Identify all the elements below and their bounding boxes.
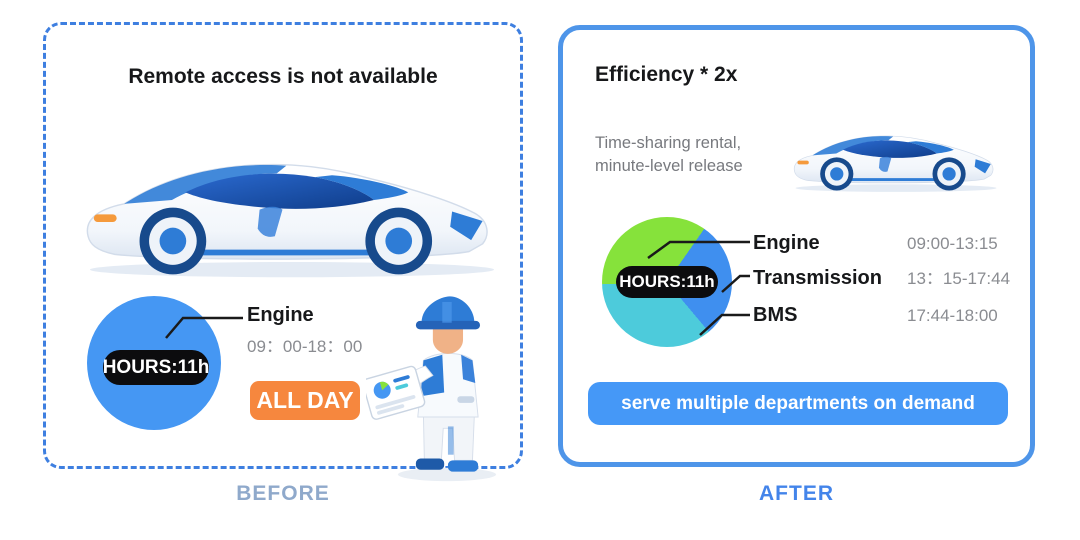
legend-engine-label: Engine bbox=[247, 304, 314, 326]
subtitle-line-1: Time-sharing rental, bbox=[595, 134, 742, 152]
after-title: Efficiency * 2x bbox=[595, 63, 738, 86]
before-caption: BEFORE bbox=[236, 482, 330, 505]
after-panel: Efficiency * 2x Time-sharing rental, min… bbox=[558, 25, 1035, 467]
technician-illustration bbox=[366, 296, 497, 482]
after-subtitle: Time-sharing rental, minute-level releas… bbox=[595, 132, 743, 178]
all-day-button[interactable]: ALL DAY bbox=[250, 381, 360, 420]
before-panel: Remote access is not available HOURS:11h… bbox=[43, 22, 523, 482]
serve-departments-button[interactable]: serve multiple departments on demand bbox=[588, 382, 1008, 425]
legend-engine-label: Engine bbox=[753, 232, 820, 254]
legend-transmission-time: 13：15-17:44 bbox=[907, 269, 1011, 288]
hours-badge: HOURS:11h bbox=[103, 350, 209, 385]
legend-transmission-label: Transmission bbox=[753, 267, 882, 289]
legend-bms-label: BMS bbox=[753, 304, 798, 326]
car-illustration bbox=[68, 120, 516, 282]
before-title: Remote access is not available bbox=[128, 65, 438, 88]
legend-engine-time: 09:00-13:15 bbox=[907, 234, 998, 253]
legend-bms-time: 17:44-18:00 bbox=[907, 306, 998, 325]
after-caption: AFTER bbox=[759, 482, 834, 505]
hours-badge: HOURS:11h bbox=[616, 266, 718, 298]
car-illustration-small bbox=[787, 106, 1005, 202]
legend-engine-time: 09：00-18：00 bbox=[247, 337, 363, 356]
subtitle-line-2: minute-level release bbox=[595, 157, 743, 175]
